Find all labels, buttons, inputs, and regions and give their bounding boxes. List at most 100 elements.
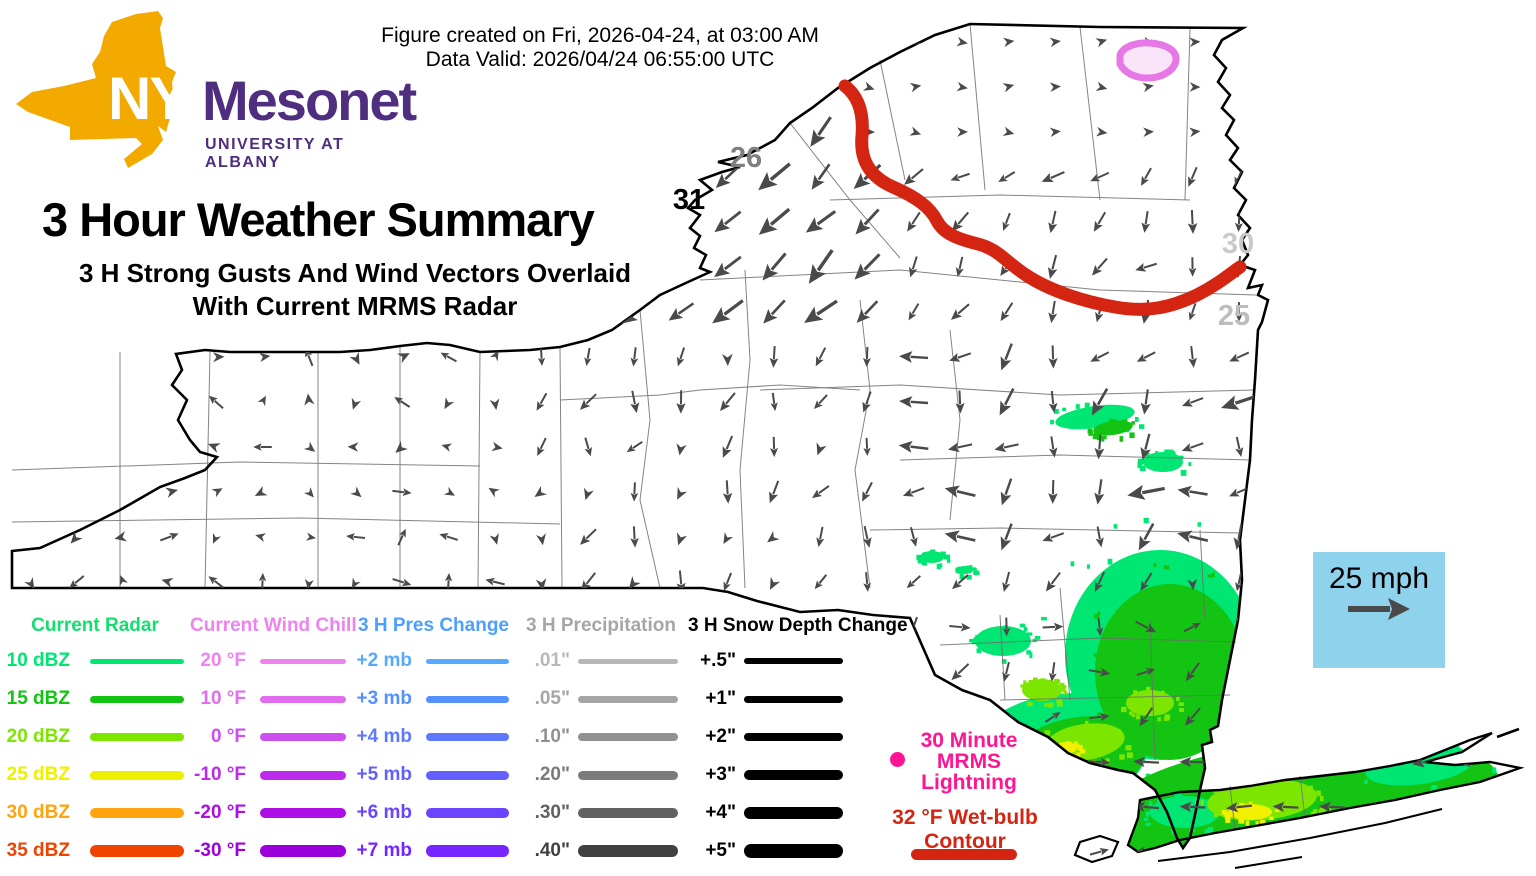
wind-chill-contour	[1116, 39, 1180, 82]
legend-item-label: 35 dBZ	[6, 840, 70, 861]
logo-tagline: UNIVERSITY AT ALBANY	[205, 136, 345, 171]
legend-item-swatch	[744, 658, 843, 664]
legend-item: +3"	[688, 756, 896, 794]
legend-item-swatch	[90, 733, 184, 741]
legend-item-swatch	[578, 770, 678, 780]
legend-item-swatch	[744, 733, 843, 741]
legend-column-title: 3 H Precipitation	[526, 615, 676, 636]
legend-item-label: +6 mb	[356, 802, 412, 823]
legend-item: .40"	[522, 832, 680, 870]
logo-mesonet-text: Mesonet	[202, 69, 417, 132]
legend-item-swatch	[90, 808, 184, 818]
legend-item-label: +5"	[705, 840, 736, 861]
legend-item-swatch	[426, 733, 509, 741]
legend-item: 35 dBZ	[4, 832, 186, 870]
legend-item-swatch	[260, 695, 346, 703]
lightning-line-1: 30 Minute	[920, 729, 1018, 752]
legend-item-label: 10 °F	[200, 688, 246, 709]
legend-item-swatch	[260, 733, 346, 741]
legend-item: 15 dBZ	[4, 680, 186, 718]
legend-item-label: +5 mb	[356, 764, 412, 785]
legend-item: -30 °F	[190, 832, 348, 870]
legend: Current Radar 10 dBZ 15 dBZ 20 dBZ 25 dBZ 30 …	[0, 614, 910, 876]
legend-item-swatch	[260, 845, 346, 857]
gust-value: 30	[1222, 228, 1254, 260]
legend-item-label: +2"	[705, 726, 736, 747]
legend-item: 10 °F	[190, 680, 348, 718]
legend-item: +1"	[688, 680, 896, 718]
legend-column-title: 3 H Pres Change	[358, 615, 509, 636]
right-arrow-icon	[1348, 598, 1410, 620]
legend-item-swatch	[426, 658, 509, 664]
logo-nys-text: NYS	[108, 65, 227, 132]
figure-created-line: Figure created on Fri, 2026-04-24, at 03…	[381, 24, 819, 47]
legend-column-title: Current Wind Chill	[190, 615, 357, 636]
legend-item-swatch	[744, 807, 843, 819]
legend-item-swatch	[744, 844, 843, 858]
legend-item-label: .30"	[534, 802, 570, 823]
legend-item-swatch	[744, 695, 843, 703]
legend-item: .10"	[522, 718, 680, 756]
legend-item: +3 mb	[356, 680, 511, 718]
legend-item: .05"	[522, 680, 680, 718]
subtitle-line-1: 3 H Strong Gusts And Wind Vectors Overla…	[78, 258, 632, 288]
legend-item-swatch	[90, 658, 184, 664]
lightning-dot-icon	[890, 752, 905, 767]
legend-item-label: +.5"	[700, 650, 736, 671]
wind-reference-box: 25 mph	[1313, 552, 1445, 668]
legend-item: +4"	[688, 794, 896, 832]
legend-item-swatch	[90, 845, 184, 857]
legend-item-swatch	[90, 695, 184, 703]
legend-item: 20 dBZ	[4, 718, 186, 756]
legend-column-title: Current Radar	[31, 615, 159, 636]
ny-state-logo-icon	[16, 11, 176, 168]
gust-value: 25	[1218, 300, 1250, 332]
legend-item-label: .10"	[534, 726, 570, 747]
reference-speed-label: 25 mph	[1328, 562, 1430, 595]
legend-item: .01"	[522, 642, 680, 680]
nys-mesonet-logo: NYS Mesonet UNIVERSITY AT ALBANY	[8, 6, 417, 174]
legend-item-swatch	[578, 845, 678, 857]
legend-item-swatch	[578, 658, 678, 664]
legend-item-label: -20 °F	[194, 802, 246, 823]
legend-item-label: +3"	[705, 764, 736, 785]
legend-item: .20"	[522, 756, 680, 794]
legend-item-label: +4"	[705, 802, 736, 823]
legend-item-label: 10 dBZ	[6, 650, 70, 671]
page-title: 3 Hour Weather Summary	[42, 193, 595, 246]
legend-item-swatch	[578, 695, 678, 703]
legend-column-4: 3 H Snow Depth Change +.5" +1" +2" +3" +4" +5"	[688, 614, 908, 870]
legend-item-swatch	[426, 808, 509, 818]
legend-item: +4 mb	[356, 718, 511, 756]
legend-item: .30"	[522, 794, 680, 832]
gust-value: 31	[673, 184, 705, 216]
legend-item-label: 15 dBZ	[6, 688, 70, 709]
legend-column-0: Current Radar 10 dBZ 15 dBZ 20 dBZ 25 dBZ 30 …	[4, 614, 186, 870]
legend-item: +2"	[688, 718, 896, 756]
legend-item-label: 25 dBZ	[6, 764, 70, 785]
legend-item: 30 dBZ	[4, 794, 186, 832]
legend-column-1: Current Wind Chill 20 °F 10 °F 0 °F -10 °F -2…	[190, 614, 357, 870]
legend-item: 20 °F	[190, 642, 348, 680]
legend-item-swatch	[578, 733, 678, 741]
data-valid-line: Data Valid: 2026/04/24 06:55:00 UTC	[425, 48, 775, 71]
lightning-line-3: Lightning	[921, 771, 1017, 794]
legend-item-swatch	[426, 695, 509, 703]
legend-item-swatch	[260, 658, 346, 664]
lightning-line-2: MRMS	[936, 750, 1002, 773]
legend-item: +.5"	[688, 642, 896, 680]
legend-item: +2 mb	[356, 642, 511, 680]
legend-item: -10 °F	[190, 756, 348, 794]
legend-item: -20 °F	[190, 794, 348, 832]
legend-item: +5 mb	[356, 756, 511, 794]
legend-item-label: +7 mb	[356, 840, 412, 861]
legend-column-title: 3 H Snow Depth Change	[688, 615, 908, 636]
figure-timestamps: Figure created on Fri, 2026-04-24, at 03…	[350, 24, 850, 72]
legend-item: +6 mb	[356, 794, 511, 832]
legend-column-2: 3 H Pres Change +2 mb +3 mb +4 mb +5 mb +6 mb…	[356, 614, 511, 870]
legend-column-3: 3 H Precipitation .01" .05" .10" .20" .30" .40…	[522, 614, 680, 870]
title-block: 3 Hour Weather Summary 3 H Strong Gusts …	[40, 192, 670, 323]
subtitle-line-2: With Current MRMS Radar	[192, 291, 518, 321]
legend-item-label: .01"	[534, 650, 570, 671]
legend-item-label: .40"	[534, 840, 570, 861]
